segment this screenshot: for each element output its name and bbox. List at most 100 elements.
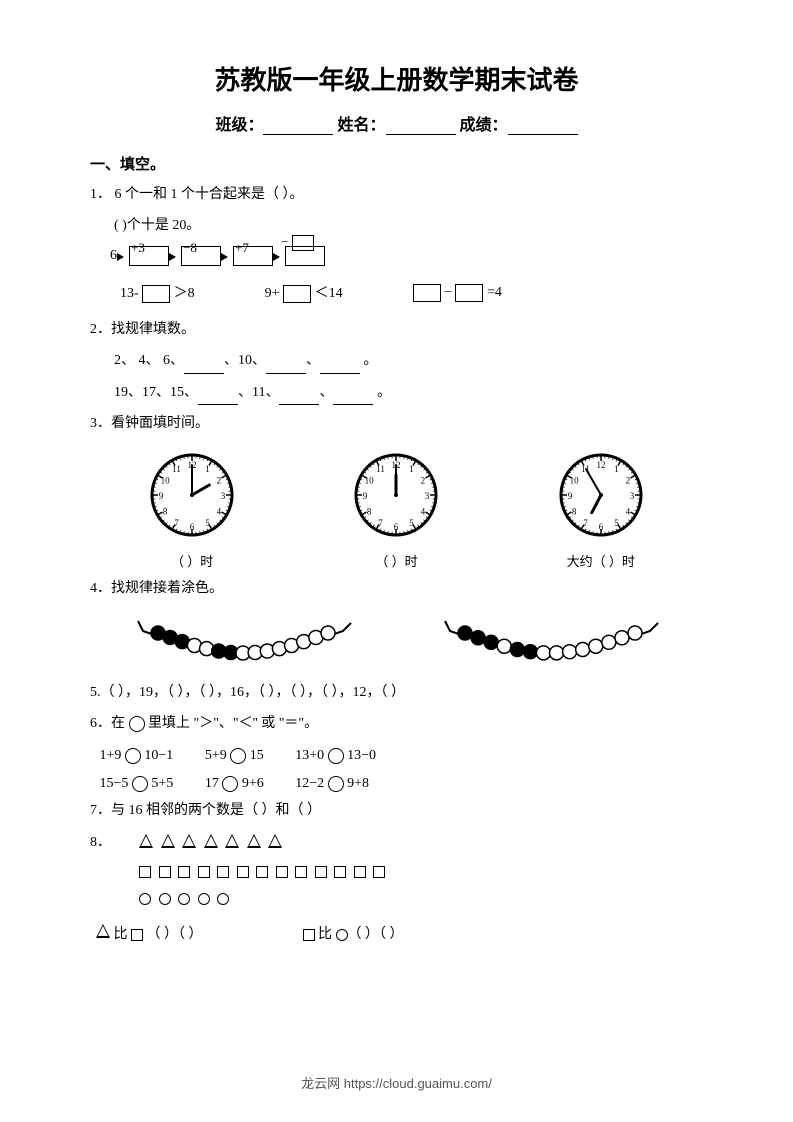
cmp-a-paren: （ ）（ ） (147, 927, 203, 942)
seq-blank[interactable] (333, 391, 373, 405)
q2-seq-b: 19、17、15、、11、、 。 (90, 380, 703, 405)
svg-text:1: 1 (410, 464, 415, 474)
compare-circle[interactable] (132, 776, 148, 792)
student-info-line: 班级： 姓名： 成绩： (90, 111, 703, 135)
svg-text:6: 6 (394, 522, 399, 532)
compare-circle[interactable] (125, 748, 141, 764)
clock-item: 123456789101112 （ ）时 (351, 450, 441, 570)
ineq-c-op: − (444, 285, 452, 300)
clock-item: 123456789101112 （ ）时 (147, 450, 237, 570)
clock-label[interactable]: （ ）时 (351, 551, 441, 570)
triangle-icon (247, 834, 261, 848)
q3-clocks: 123456789101112 （ ）时 123456789101112 （ ）… (90, 450, 703, 570)
compare-circle[interactable] (230, 748, 246, 764)
q2-seq-a: 2、 4、 6、、10、、 。 (90, 348, 703, 373)
svg-text:9: 9 (159, 491, 164, 501)
section-1-head: 一、填空。 (90, 153, 703, 174)
score-blank[interactable] (508, 119, 578, 135)
seq-blank[interactable] (266, 360, 306, 374)
seq-b-part2: 、11、 (238, 385, 279, 400)
ineq-box[interactable] (413, 284, 441, 302)
ineq-box[interactable] (455, 284, 483, 302)
bead-string[interactable] (133, 613, 353, 670)
class-blank[interactable] (263, 119, 333, 135)
chain-op-3: +7 (235, 240, 249, 256)
svg-text:12: 12 (596, 460, 605, 470)
circle-icon (336, 929, 348, 941)
cmp-a-label: 比 (114, 927, 128, 942)
seq-blank[interactable] (184, 360, 224, 374)
circle-icon (129, 716, 145, 732)
q7-text: 7．与 16 相邻的两个数是（ ）和（ ） (90, 798, 703, 823)
svg-text:2: 2 (625, 475, 630, 485)
q5-text: 5.（ ），19，（ ），（ ），16，（ ），（ ），（ ），12，（ ） (90, 680, 703, 705)
circle-icon (198, 893, 210, 905)
ineq-a-left: 13- (120, 286, 139, 301)
cmp-b-paren: （ ）（ ） (348, 927, 404, 942)
svg-text:2: 2 (217, 475, 222, 485)
svg-text:7: 7 (379, 518, 384, 528)
circle-icon (178, 893, 190, 905)
square-icon (198, 866, 210, 878)
chain-start: 6 (110, 248, 117, 264)
compare-circle[interactable] (328, 776, 344, 792)
seq-blank[interactable] (279, 391, 319, 405)
chain-op-4: − (281, 234, 314, 251)
svg-text:7: 7 (174, 518, 179, 528)
clock-label[interactable]: （ ）时 (147, 551, 237, 570)
svg-text:3: 3 (221, 491, 226, 501)
svg-text:9: 9 (363, 491, 368, 501)
svg-text:1: 1 (614, 464, 619, 474)
seq-blank[interactable] (198, 391, 238, 405)
seq-blank[interactable] (320, 360, 360, 374)
ineq-b-right: ＜14 (315, 286, 343, 301)
ineq-box[interactable] (283, 285, 311, 303)
square-icon (237, 866, 249, 878)
svg-text:9: 9 (568, 491, 573, 501)
compare-circle[interactable] (328, 748, 344, 764)
square-icon (334, 866, 346, 878)
square-icon (303, 929, 315, 941)
ineq-box[interactable] (142, 285, 170, 303)
page-title: 苏教版一年级上册数学期末试卷 (90, 60, 703, 97)
class-label: 班级： (215, 117, 263, 134)
q1-line-a: 1． 6 个一和 1 个十合起来是（ ）。 (90, 182, 703, 207)
q4-head: 4．找规律接着涂色。 (90, 576, 703, 601)
chain-op-box[interactable] (292, 235, 314, 251)
svg-text:11: 11 (172, 464, 181, 474)
triangle-icon (225, 834, 239, 848)
svg-text:4: 4 (625, 506, 630, 516)
q1-chain: 6 +3 −8 +7 − (90, 246, 703, 266)
svg-text:5: 5 (205, 518, 210, 528)
name-blank[interactable] (386, 119, 456, 135)
seq-a-part2: 、10、 (224, 353, 266, 368)
q8-cmp-b: 比 （ ）（ ） (303, 923, 404, 943)
svg-text:3: 3 (425, 491, 430, 501)
square-icon (256, 866, 268, 878)
svg-text:10: 10 (569, 475, 579, 485)
svg-text:2: 2 (421, 475, 426, 485)
square-icon (159, 866, 171, 878)
clock-item: 123456789101112 大约（ ）时 (556, 450, 646, 570)
ineq-a-right: ＞8 (174, 286, 195, 301)
chain-op-1: +3 (131, 240, 145, 256)
clock-label[interactable]: 大约（ ）时 (556, 551, 646, 570)
q1-line-b: ( )个十是 20。 (90, 213, 703, 238)
circle-icon (159, 893, 171, 905)
compare-circle[interactable] (222, 776, 238, 792)
q2-head: 2．找规律填数。 (90, 317, 703, 342)
svg-text:8: 8 (367, 506, 372, 516)
square-icon (315, 866, 327, 878)
svg-text:5: 5 (614, 518, 619, 528)
q8: 8． (90, 830, 703, 914)
square-icon (354, 866, 366, 878)
bead-string[interactable] (440, 613, 660, 670)
square-icon (217, 866, 229, 878)
svg-text:8: 8 (163, 506, 168, 516)
triangle-icon (204, 834, 218, 848)
triangle-icon (182, 834, 196, 848)
q1-inequalities: 13- ＞8 9+ ＜14 − =4 (90, 282, 703, 303)
svg-text:10: 10 (161, 475, 171, 485)
score-label: 成绩： (460, 117, 508, 134)
circle-icon (139, 893, 151, 905)
